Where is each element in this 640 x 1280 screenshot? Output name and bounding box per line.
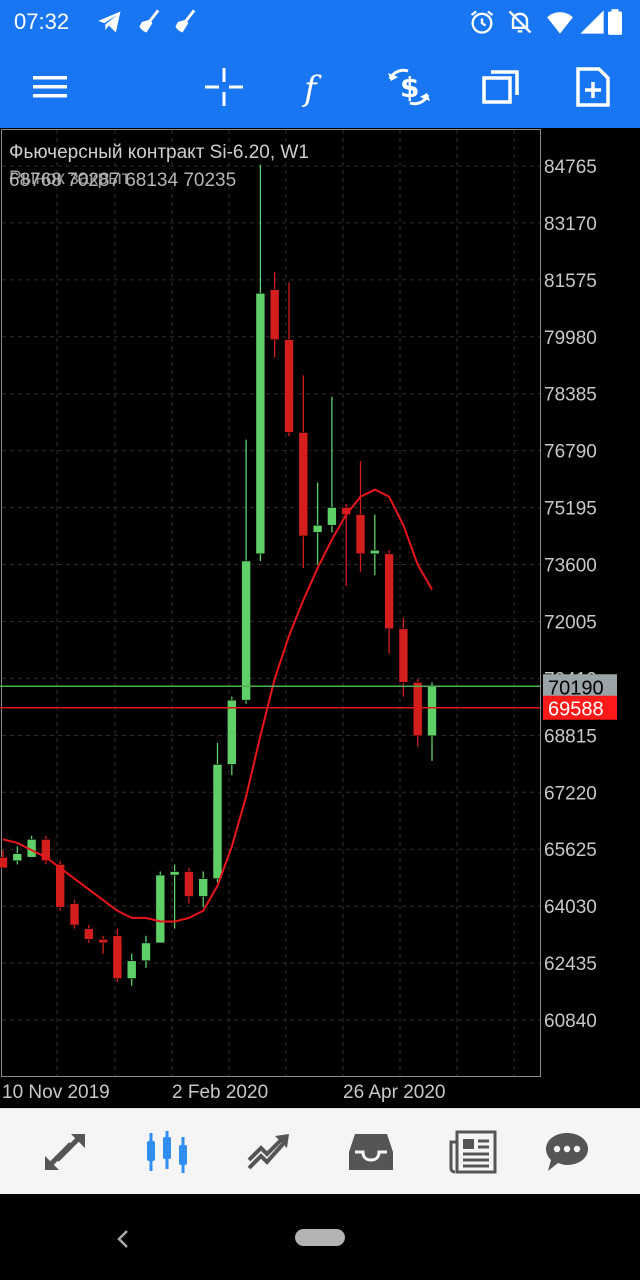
new-document-icon — [576, 67, 610, 107]
candle-body — [169, 871, 180, 876]
ask-price-tag — [543, 695, 617, 720]
bid-price-value: 70190 — [548, 677, 604, 699]
ask-price-value: 69588 — [548, 699, 604, 721]
nav-chat[interactable] — [540, 1127, 594, 1177]
candle-body — [298, 432, 309, 537]
back-icon[interactable] — [112, 1227, 134, 1251]
trade-button[interactable]: $ — [386, 64, 432, 110]
candle-body — [384, 553, 394, 630]
news-icon — [449, 1130, 497, 1174]
candle-body — [0, 856, 8, 869]
candle-body — [198, 878, 208, 897]
menu-button[interactable] — [27, 64, 73, 110]
crosshair-button[interactable] — [201, 64, 247, 110]
windows-icon — [482, 70, 519, 104]
candle-body — [412, 682, 423, 737]
candle-body — [212, 764, 223, 879]
ohlc-values: 68768 70287 68134 70235 — [9, 170, 237, 191]
candle-body — [284, 339, 294, 433]
history-icon — [349, 1134, 393, 1170]
price-label: 65625 — [544, 840, 597, 861]
price-label: 67220 — [544, 783, 597, 804]
clock: 07:32 — [14, 9, 70, 34]
alarm-icon — [470, 10, 494, 34]
market-status: Рынок закрыт — [9, 168, 131, 189]
svg-text:f: f — [301, 69, 322, 108]
price-label: 62435 — [544, 954, 597, 975]
candle-body — [55, 864, 66, 908]
price-label: 75195 — [544, 499, 597, 520]
candle-body — [98, 939, 108, 944]
candle-body — [241, 560, 251, 701]
nav-news[interactable] — [446, 1127, 500, 1177]
nav-history[interactable] — [344, 1127, 398, 1177]
status-bar: 07:32 — [0, 0, 640, 44]
plot-frame — [1, 129, 541, 1077]
chart-toolbar: f $ — [0, 44, 640, 128]
wifi-icon — [547, 12, 573, 34]
time-label: 10 Nov 2019 — [2, 1082, 110, 1103]
menu-icon — [33, 76, 67, 98]
price-label: 78385 — [544, 385, 597, 406]
price-label: 84765 — [544, 157, 597, 178]
symbol-title: Фьючерсный контракт Si-6.20, W1 — [9, 142, 309, 163]
chart-canvas[interactable]: 84765 83170 81575 79980 78385 76790 75195 73600… — [0, 128, 640, 1108]
candle-body — [269, 289, 280, 340]
candle-body — [12, 853, 23, 862]
candle-body — [312, 524, 323, 533]
home-pill[interactable] — [295, 1229, 345, 1246]
price-label: 72005 — [544, 612, 597, 633]
time-label: 26 Apr 2020 — [343, 1082, 445, 1103]
candle-body — [398, 628, 409, 683]
candle-body — [69, 903, 80, 926]
candle-body — [327, 507, 337, 526]
broom-icon — [139, 9, 160, 33]
signal-icon — [580, 10, 604, 34]
bottom-navigation — [0, 1108, 640, 1195]
candle-body — [184, 871, 194, 897]
price-label: 68815 — [544, 726, 597, 747]
crosshair-icon — [205, 68, 243, 106]
candle-body — [155, 874, 166, 944]
candle-body — [112, 935, 123, 979]
candle-body — [84, 928, 94, 940]
price-label: 81575 — [544, 271, 597, 292]
mute-icon — [508, 10, 532, 34]
indicators-button[interactable]: f — [293, 64, 339, 110]
candle-body — [126, 960, 137, 979]
nav-quotes[interactable] — [38, 1127, 92, 1177]
nav-chart[interactable] — [140, 1127, 194, 1177]
broom-icon — [175, 9, 196, 33]
price-label: 60840 — [544, 1011, 597, 1032]
quotes-icon — [45, 1134, 85, 1170]
candle-body — [427, 685, 437, 737]
candle-body — [355, 514, 366, 555]
function-icon: f — [301, 69, 322, 108]
nav-trade[interactable] — [242, 1127, 296, 1177]
candle-body — [255, 292, 266, 555]
chat-icon — [546, 1133, 588, 1171]
chart-icon — [147, 1131, 187, 1173]
price-chart[interactable]: 84765 83170 81575 79980 78385 76790 75195 73600… — [0, 128, 640, 1108]
svg-text:$: $ — [400, 71, 419, 104]
trade-dollar-icon: $ — [388, 68, 430, 106]
bid-price-tag — [543, 674, 617, 699]
telegram-icon — [98, 11, 121, 33]
windows-button[interactable] — [478, 64, 524, 110]
price-label: 64030 — [544, 897, 597, 918]
candle-body — [227, 699, 237, 765]
system-navigation-bar — [0, 1194, 640, 1280]
moving-average-line — [2, 488, 433, 923]
price-label: 79980 — [544, 328, 597, 349]
candle-body — [41, 839, 51, 862]
candle-body — [141, 942, 151, 962]
battery-icon — [608, 9, 622, 35]
candle-body — [369, 549, 380, 555]
new-order-button[interactable] — [570, 64, 616, 110]
time-label: 2 Feb 2020 — [172, 1082, 268, 1103]
price-label: 83170 — [544, 214, 597, 235]
price-label: 76790 — [544, 442, 597, 463]
trade-icon — [247, 1134, 289, 1170]
price-label: 73600 — [544, 556, 597, 577]
